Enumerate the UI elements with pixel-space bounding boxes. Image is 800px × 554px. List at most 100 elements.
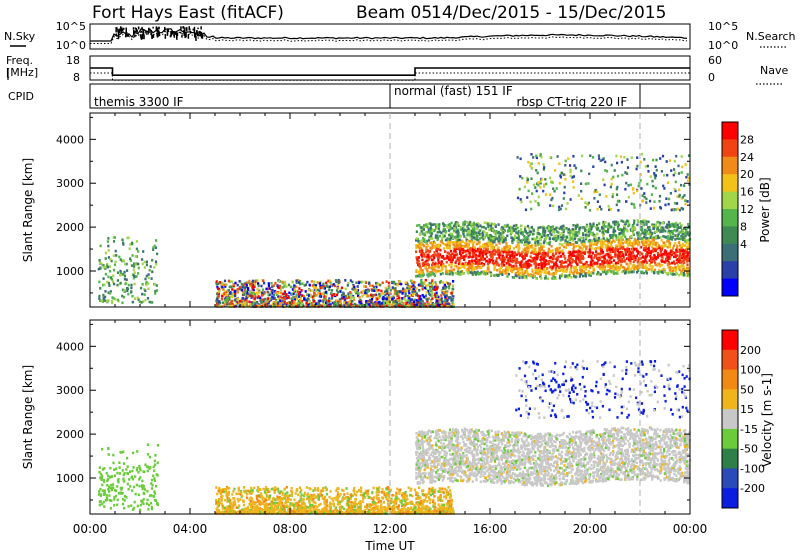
- heatmap-cell: [505, 245, 508, 248]
- heatmap-cell: [437, 301, 440, 304]
- heatmap-cell: [376, 297, 379, 301]
- heatmap-cell: [472, 221, 475, 225]
- heatmap-cell: [572, 272, 575, 275]
- heatmap-cell: [396, 294, 399, 298]
- heatmap-cell: [415, 299, 418, 302]
- heatmap-cell: [225, 290, 228, 294]
- heatmap-cell: [429, 241, 432, 245]
- heatmap-cell: [110, 259, 113, 263]
- heatmap-cell: [490, 273, 493, 276]
- heatmap-cell: [655, 230, 658, 233]
- heatmap-cell: [97, 267, 100, 271]
- heatmap-cell: [217, 294, 220, 298]
- heatmap-cell: [635, 247, 638, 251]
- heatmap-cell: [267, 290, 270, 294]
- heatmap-cell: [115, 254, 118, 257]
- heatmap-cell: [279, 288, 283, 292]
- heatmap-cell: [221, 281, 224, 285]
- heatmap-cell: [283, 285, 286, 288]
- heatmap-cell: [535, 271, 538, 274]
- heatmap-cell: [611, 240, 614, 244]
- heatmap-cell: [673, 255, 676, 259]
- heatmap-cell: [636, 219, 639, 222]
- heatmap-cell: [584, 274, 588, 278]
- heatmap-cell: [385, 297, 388, 301]
- heatmap-cell: [288, 291, 291, 295]
- nsky-spike: [134, 34, 136, 38]
- cpid-segment-themis: themis 3300 IF: [94, 95, 184, 109]
- heatmap-cell: [493, 231, 496, 234]
- heatmap-cell: [137, 266, 140, 270]
- heatmap-cell: [571, 231, 574, 235]
- heatmap-cell: [531, 268, 534, 272]
- heatmap-cell: [452, 303, 455, 306]
- heatmap-cell: [516, 226, 519, 230]
- heatmap-cell: [358, 295, 361, 299]
- heatmap-cell: [615, 268, 618, 271]
- heatmap-cell: [624, 248, 627, 251]
- heatmap-cell: [499, 232, 502, 235]
- heatmap-cell: [98, 299, 102, 302]
- heatmap-cell: [534, 268, 537, 272]
- nave-line: [90, 72, 690, 81]
- heatmap-cell: [455, 243, 459, 247]
- heatmap-cell: [555, 226, 558, 230]
- heatmap-cell: [123, 270, 126, 274]
- heatmap-cell: [559, 234, 562, 237]
- heatmap-cell: [466, 221, 469, 224]
- nave-tick-top: 60: [708, 54, 722, 67]
- heatmap-cell: [145, 282, 148, 285]
- heatmap-cell: [239, 287, 242, 291]
- heatmap-cell: [373, 305, 376, 308]
- heatmap-cell: [479, 272, 482, 276]
- heatmap-cell: [585, 225, 588, 229]
- heatmap-cell: [577, 230, 581, 234]
- heatmap-cell: [642, 243, 645, 246]
- heatmap-cell: [437, 247, 440, 251]
- heatmap-cell: [473, 270, 476, 274]
- heatmap-cell: [239, 280, 242, 284]
- heatmap-cell: [419, 297, 422, 301]
- heatmap-cell: [590, 239, 593, 243]
- heatmap-cell: [224, 302, 227, 306]
- heatmap-cell: [434, 304, 437, 308]
- heatmap-cell: [611, 233, 614, 237]
- heatmap-cell: [466, 239, 469, 243]
- heatmap-cell: [613, 223, 616, 226]
- heatmap-cell: [291, 281, 294, 284]
- nsky-spike: [145, 30, 147, 34]
- heatmap-cell: [525, 260, 528, 264]
- heatmap-cell: [678, 273, 681, 277]
- heatmap-cell: [490, 247, 493, 251]
- heatmap-cell: [475, 271, 478, 275]
- heatmap-cell: [458, 252, 462, 255]
- heatmap-cell: [544, 254, 547, 257]
- heatmap-cell: [670, 250, 673, 253]
- heatmap-cell: [618, 247, 622, 250]
- heatmap-cell: [648, 244, 651, 247]
- heatmap-cell: [663, 251, 666, 254]
- heatmap-cell: [618, 268, 621, 272]
- heatmap-cell: [297, 304, 300, 307]
- nsky-spike: [125, 32, 128, 37]
- heatmap-cell: [419, 242, 422, 246]
- heatmap-cell: [404, 281, 407, 285]
- heatmap-cell: [298, 279, 302, 283]
- heatmap-cell: [632, 245, 635, 248]
- heatmap-cell: [293, 284, 296, 287]
- heatmap-cell: [657, 236, 660, 240]
- heatmap-cell: [508, 250, 511, 254]
- heatmap-cell: [110, 278, 114, 281]
- heatmap-cell: [598, 265, 601, 269]
- heatmap-cell: [579, 226, 582, 229]
- heatmap-cell: [648, 259, 651, 262]
- heatmap-cell: [538, 268, 541, 272]
- heatmap-cell: [365, 288, 368, 292]
- heatmap-cell: [424, 278, 427, 282]
- heatmap-cell: [368, 303, 371, 306]
- heatmap-cell: [395, 292, 398, 296]
- heatmap-cell: [663, 260, 666, 264]
- heatmap-cell: [544, 269, 547, 273]
- heatmap-cell: [667, 266, 670, 269]
- heatmap-cell: [652, 243, 655, 247]
